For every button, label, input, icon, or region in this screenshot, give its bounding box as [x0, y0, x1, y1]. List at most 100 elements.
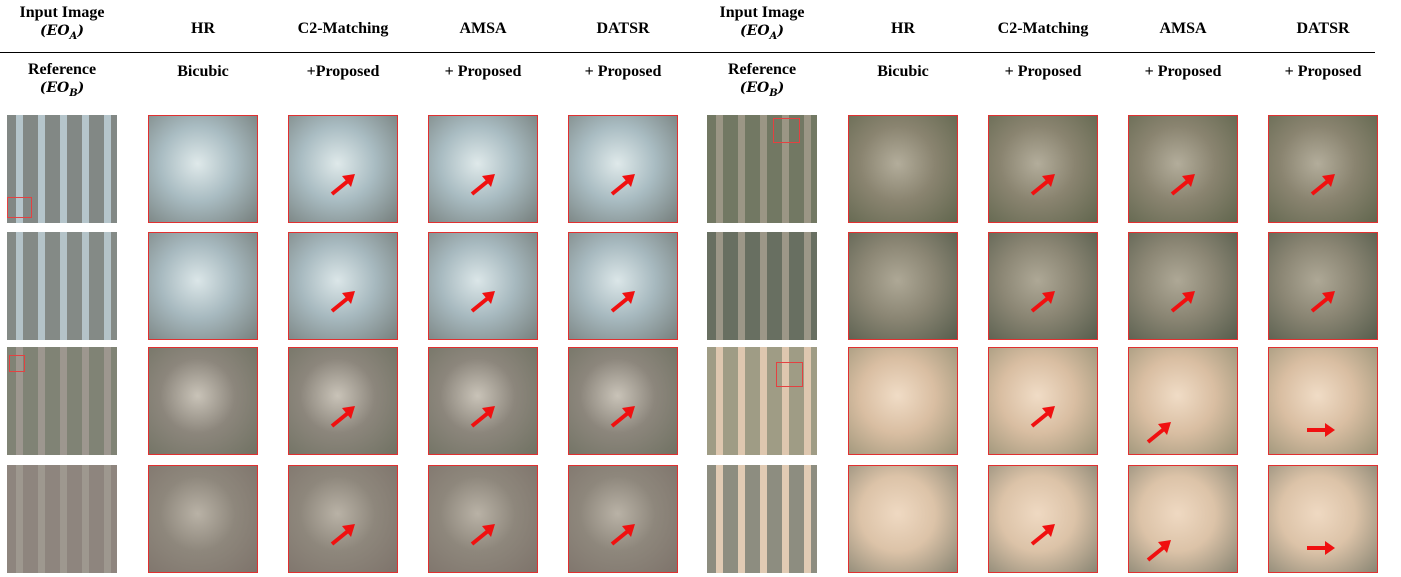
column-header: HR	[843, 3, 963, 38]
header-text: +Proposed	[283, 62, 403, 81]
arrow	[1145, 420, 1175, 444]
result-crop	[288, 465, 398, 573]
header-text: Input Image	[702, 3, 822, 22]
result-crop	[1128, 115, 1238, 223]
input-image	[707, 115, 817, 223]
result-crop	[848, 232, 958, 340]
header-text: + Proposed	[983, 62, 1103, 81]
zoom-box	[773, 118, 800, 143]
header-text: HR	[843, 19, 963, 38]
arrow	[1029, 522, 1059, 546]
header-symbol: (EOA)	[702, 22, 822, 46]
result-crop	[568, 115, 678, 223]
input-image	[7, 347, 117, 455]
arrow	[609, 289, 639, 313]
result-crop	[568, 465, 678, 573]
column-header: + Proposed	[1123, 60, 1243, 81]
result-crop	[288, 115, 398, 223]
result-crop	[288, 347, 398, 455]
result-crop	[428, 347, 538, 455]
symbol-open: (EO	[40, 23, 70, 39]
arrow	[1169, 289, 1199, 313]
symbol-close: )	[78, 80, 85, 96]
header-text: C2-Matching	[283, 19, 403, 38]
symbol-close: )	[77, 23, 84, 39]
zoom-box	[7, 197, 32, 218]
arrow	[1029, 172, 1059, 196]
column-header: HR	[143, 3, 263, 38]
column-header: + Proposed	[1263, 60, 1383, 81]
header-text: AMSA	[423, 19, 543, 38]
result-crop	[1128, 465, 1238, 573]
result-crop	[428, 232, 538, 340]
result-crop	[428, 465, 538, 573]
result-crop	[568, 232, 678, 340]
arrow	[1309, 172, 1339, 196]
result-crop	[428, 115, 538, 223]
zoom-box	[776, 362, 803, 387]
column-header: Input Image(EOA)	[702, 3, 822, 46]
input-image	[707, 232, 817, 340]
figure: Input Image(EOA)HRC2-MatchingAMSADATSRRe…	[0, 0, 1401, 577]
header-symbol: (EOB)	[2, 79, 122, 103]
result-crop	[848, 347, 958, 455]
result-crop	[1268, 347, 1378, 455]
symbol-open: (EO	[740, 23, 770, 39]
column-header: C2-Matching	[983, 3, 1103, 38]
header-text: C2-Matching	[983, 19, 1103, 38]
header-text: Bicubic	[143, 62, 263, 81]
column-header: C2-Matching	[283, 3, 403, 38]
column-header: Bicubic	[143, 60, 263, 81]
arrow	[1145, 538, 1175, 562]
symbol-subscript: B	[69, 88, 77, 99]
column-header: +Proposed	[283, 60, 403, 81]
arrow	[329, 172, 359, 196]
header-text: + Proposed	[563, 62, 683, 81]
result-crop	[988, 115, 1098, 223]
result-crop	[1268, 115, 1378, 223]
column-header: Reference(EOB)	[702, 60, 822, 103]
header-text: DATSR	[563, 19, 683, 38]
header-text: + Proposed	[1263, 62, 1383, 81]
input-image	[7, 232, 117, 340]
header-text: HR	[143, 19, 263, 38]
arrow	[329, 522, 359, 546]
input-image	[7, 465, 117, 573]
header-text: + Proposed	[1123, 62, 1243, 81]
result-crop	[1128, 347, 1238, 455]
arrow	[1169, 172, 1199, 196]
column-header: Input Image(EOA)	[2, 3, 122, 46]
result-crop	[148, 465, 258, 573]
result-crop	[1268, 465, 1378, 573]
result-crop	[848, 465, 958, 573]
header-symbol: (EOA)	[2, 22, 122, 46]
arrow	[1305, 418, 1335, 442]
arrow	[329, 404, 359, 428]
result-crop	[288, 232, 398, 340]
input-image	[707, 465, 817, 573]
arrow	[609, 404, 639, 428]
arrow	[469, 404, 499, 428]
header-text: AMSA	[1123, 19, 1243, 38]
input-image	[707, 347, 817, 455]
result-crop	[1268, 232, 1378, 340]
column-header: + Proposed	[423, 60, 543, 81]
header-symbol: (EOB)	[702, 79, 822, 103]
zoom-box	[9, 355, 25, 372]
column-header: AMSA	[423, 3, 543, 38]
symbol-open: (EO	[40, 80, 70, 96]
arrow	[469, 289, 499, 313]
arrow	[1029, 289, 1059, 313]
result-crop	[148, 347, 258, 455]
column-header: + Proposed	[983, 60, 1103, 81]
result-crop	[988, 232, 1098, 340]
result-crop	[988, 347, 1098, 455]
column-header: DATSR	[563, 3, 683, 38]
header-text: Input Image	[2, 3, 122, 22]
header-text: Reference	[2, 60, 122, 79]
input-image	[7, 115, 117, 223]
arrow	[469, 522, 499, 546]
result-crop	[988, 465, 1098, 573]
result-crop	[148, 232, 258, 340]
header-text: DATSR	[1263, 19, 1383, 38]
